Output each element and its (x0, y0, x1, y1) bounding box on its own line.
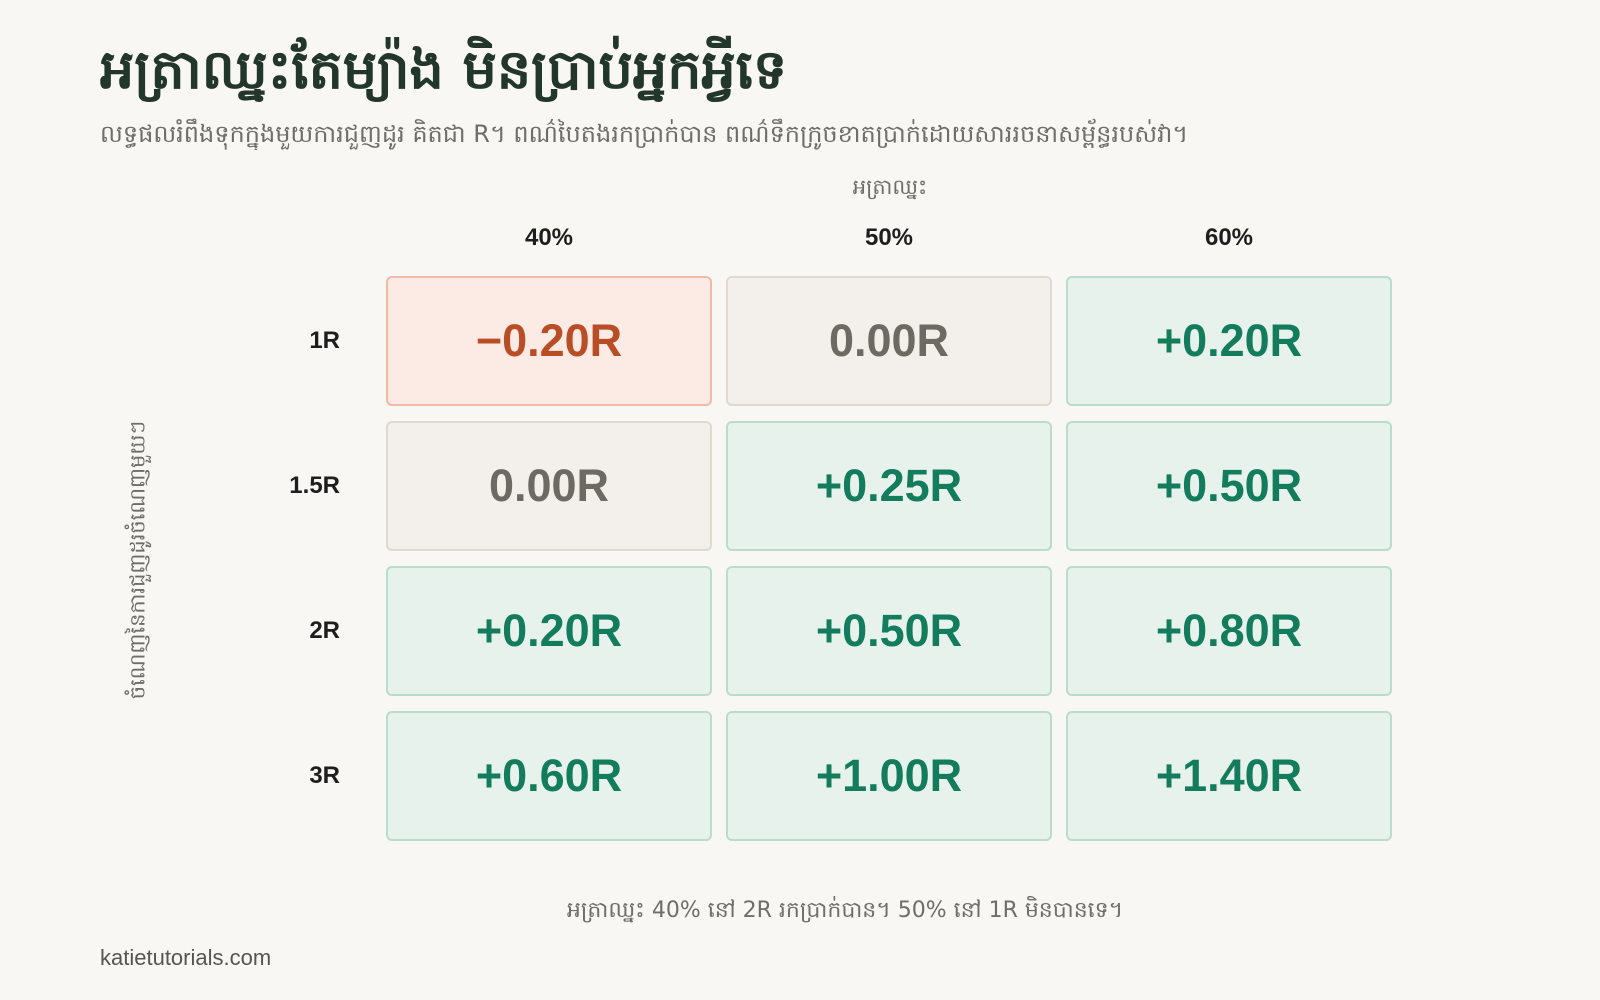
heatmap-cell: 0.00R (726, 276, 1052, 406)
heatmap-cell: +0.50R (1066, 421, 1392, 551)
chart-caption: អត្រាឈ្នះ 40% នៅ 2R រកប្រាក់បាន។ 50% នៅ … (566, 898, 1124, 923)
column-label: 60% (1204, 224, 1254, 251)
column-label: 40% (524, 224, 574, 251)
row-label: 1R (309, 327, 340, 354)
footer-site-link[interactable]: katietutorials.com (100, 945, 272, 970)
heatmap-cell: +1.00R (726, 711, 1052, 841)
heatmap-cell: +0.20R (1066, 276, 1392, 406)
heatmap-cell: +0.20R (386, 566, 712, 696)
y-axis-title: ចំណេញនៃការជួញដូរចំណេញមួយៗ (125, 420, 150, 700)
heatmap-cell: +1.40R (1066, 711, 1392, 841)
heatmap-cell: +0.25R (726, 421, 1052, 551)
heatmap-cell: −0.20R (386, 276, 712, 406)
row-label: 1.5R (289, 472, 340, 499)
chart-subtitle: លទ្ធផលរំពឹងទុកក្នុងមួយការជួញដូរ គិតជា R។… (100, 120, 1189, 148)
heatmap-cell: +0.80R (1066, 566, 1392, 696)
heatmap-cell: 0.00R (386, 421, 712, 551)
chart-title: អត្រាឈ្នះតែម្យ៉ាង មិនប្រាប់អ្នកអ្វីទេ (100, 38, 788, 101)
heatmap-cell: +0.60R (386, 711, 712, 841)
heatmap-cell: +0.50R (726, 566, 1052, 696)
x-axis-title: អត្រាឈ្នះ (852, 175, 928, 199)
row-label: 2R (309, 617, 340, 644)
column-label: 50% (864, 224, 914, 251)
row-label: 3R (309, 762, 340, 789)
